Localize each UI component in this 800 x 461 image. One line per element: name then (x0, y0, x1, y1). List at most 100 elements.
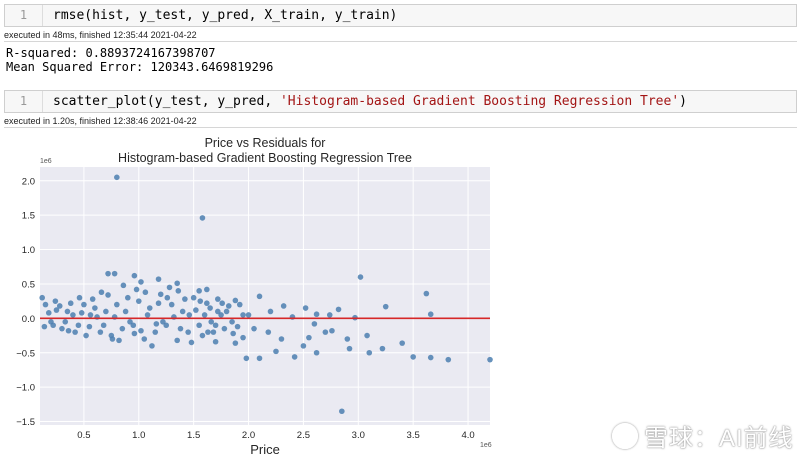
data-point (212, 338, 219, 345)
data-point (149, 343, 155, 349)
data-point (313, 311, 320, 318)
data-point (155, 300, 162, 307)
data-point (52, 298, 59, 304)
data-point (196, 288, 202, 294)
data-point (256, 293, 263, 300)
watermark: 雪球：AI前线 (612, 418, 794, 453)
data-point (182, 296, 188, 302)
data-point (251, 325, 257, 332)
data-point (152, 329, 159, 335)
x-tick-label: 4.0 (461, 430, 474, 441)
data-point (122, 308, 129, 315)
data-point (114, 301, 120, 308)
data-point (45, 310, 52, 316)
data-point (114, 174, 120, 181)
data-point (212, 322, 219, 329)
data-point (186, 312, 193, 318)
data-point (83, 332, 89, 339)
data-point (230, 330, 236, 337)
code-cell-2[interactable]: 1 scatter_plot(y_test, y_pred, 'Histogra… (4, 90, 797, 113)
data-point (168, 301, 175, 308)
y-tick-label: −1.0 (16, 383, 35, 394)
data-point (92, 305, 98, 311)
data-point (326, 312, 333, 318)
data-point (207, 305, 213, 311)
data-point (197, 298, 204, 304)
data-point (221, 325, 228, 332)
output-line-2: Mean Squared Error: 120343.6469819296 (6, 60, 274, 74)
data-point (234, 323, 241, 330)
data-point (427, 354, 434, 361)
data-point (119, 325, 126, 332)
data-point (245, 312, 252, 318)
data-point (243, 355, 250, 362)
data-point (205, 329, 211, 335)
code-cell-1[interactable]: 1 rmse(hist, y_test, y_pred, X_train, y_… (4, 4, 797, 27)
data-point (357, 274, 364, 280)
data-point (72, 329, 78, 335)
data-point (70, 312, 76, 318)
x-axis-label: Price (250, 442, 280, 457)
data-point (346, 345, 353, 352)
residual-scatter-plot: Price vs Residuals for Histogram-based G… (16, 136, 493, 457)
y-tick-label: 1.5 (22, 211, 35, 222)
data-point (97, 329, 104, 335)
data-point (223, 308, 230, 315)
y-tick-label: −0.5 (16, 348, 35, 359)
y-tick-label: 0.5 (22, 279, 35, 290)
data-point (179, 308, 186, 315)
data-point (329, 327, 335, 334)
chart-title-line-2: Histogram-based Gradient Boosting Regres… (118, 151, 412, 165)
data-point (120, 282, 127, 289)
data-point (302, 305, 309, 311)
chart-title-line-1: Price vs Residuals for (205, 136, 326, 150)
data-point (273, 348, 279, 355)
y-offset-label: 1e6 (40, 158, 52, 165)
data-point (67, 300, 74, 307)
y-tick-label: 0.0 (22, 314, 35, 325)
data-point (423, 290, 430, 297)
data-point (410, 354, 416, 360)
data-point (199, 332, 206, 339)
scatter-points (39, 174, 493, 415)
data-point (160, 319, 166, 325)
data-point (427, 311, 434, 318)
data-point (111, 270, 118, 277)
code-line[interactable]: rmse(hist, y_test, y_pred, X_train, y_tr… (53, 8, 398, 23)
line-number: 1 (5, 91, 43, 112)
data-point (240, 334, 246, 341)
code-line[interactable]: scatter_plot(y_test, y_pred, 'Histogram-… (53, 91, 687, 112)
data-point (103, 308, 109, 315)
data-point (133, 286, 140, 293)
grid-lines (40, 167, 490, 425)
x-tick-label: 3.5 (407, 430, 420, 441)
data-point (199, 215, 206, 221)
x-tick-label: 2.0 (242, 430, 255, 441)
data-point (174, 337, 180, 344)
data-point (339, 408, 345, 415)
data-point (131, 330, 138, 337)
data-point (229, 319, 235, 325)
data-point (204, 286, 210, 293)
code-string: 'Histogram-based Gradient Boosting Regre… (279, 94, 680, 109)
data-point (240, 312, 246, 318)
data-point (188, 339, 195, 346)
data-point (100, 322, 107, 329)
data-point (105, 292, 111, 298)
data-point (379, 345, 386, 352)
data-point (291, 354, 298, 360)
data-point (177, 325, 184, 332)
data-point (399, 340, 405, 346)
data-point (445, 356, 452, 363)
data-point (193, 307, 199, 313)
data-point (208, 319, 215, 325)
data-point (215, 308, 221, 315)
data-point (232, 340, 239, 346)
y-tick-label: −1.5 (16, 417, 35, 428)
data-point (62, 319, 69, 325)
data-point (89, 296, 96, 302)
x-tick-label: 0.5 (77, 430, 90, 441)
line-number: 1 (5, 5, 43, 26)
data-point (138, 327, 144, 334)
data-point (267, 308, 274, 315)
